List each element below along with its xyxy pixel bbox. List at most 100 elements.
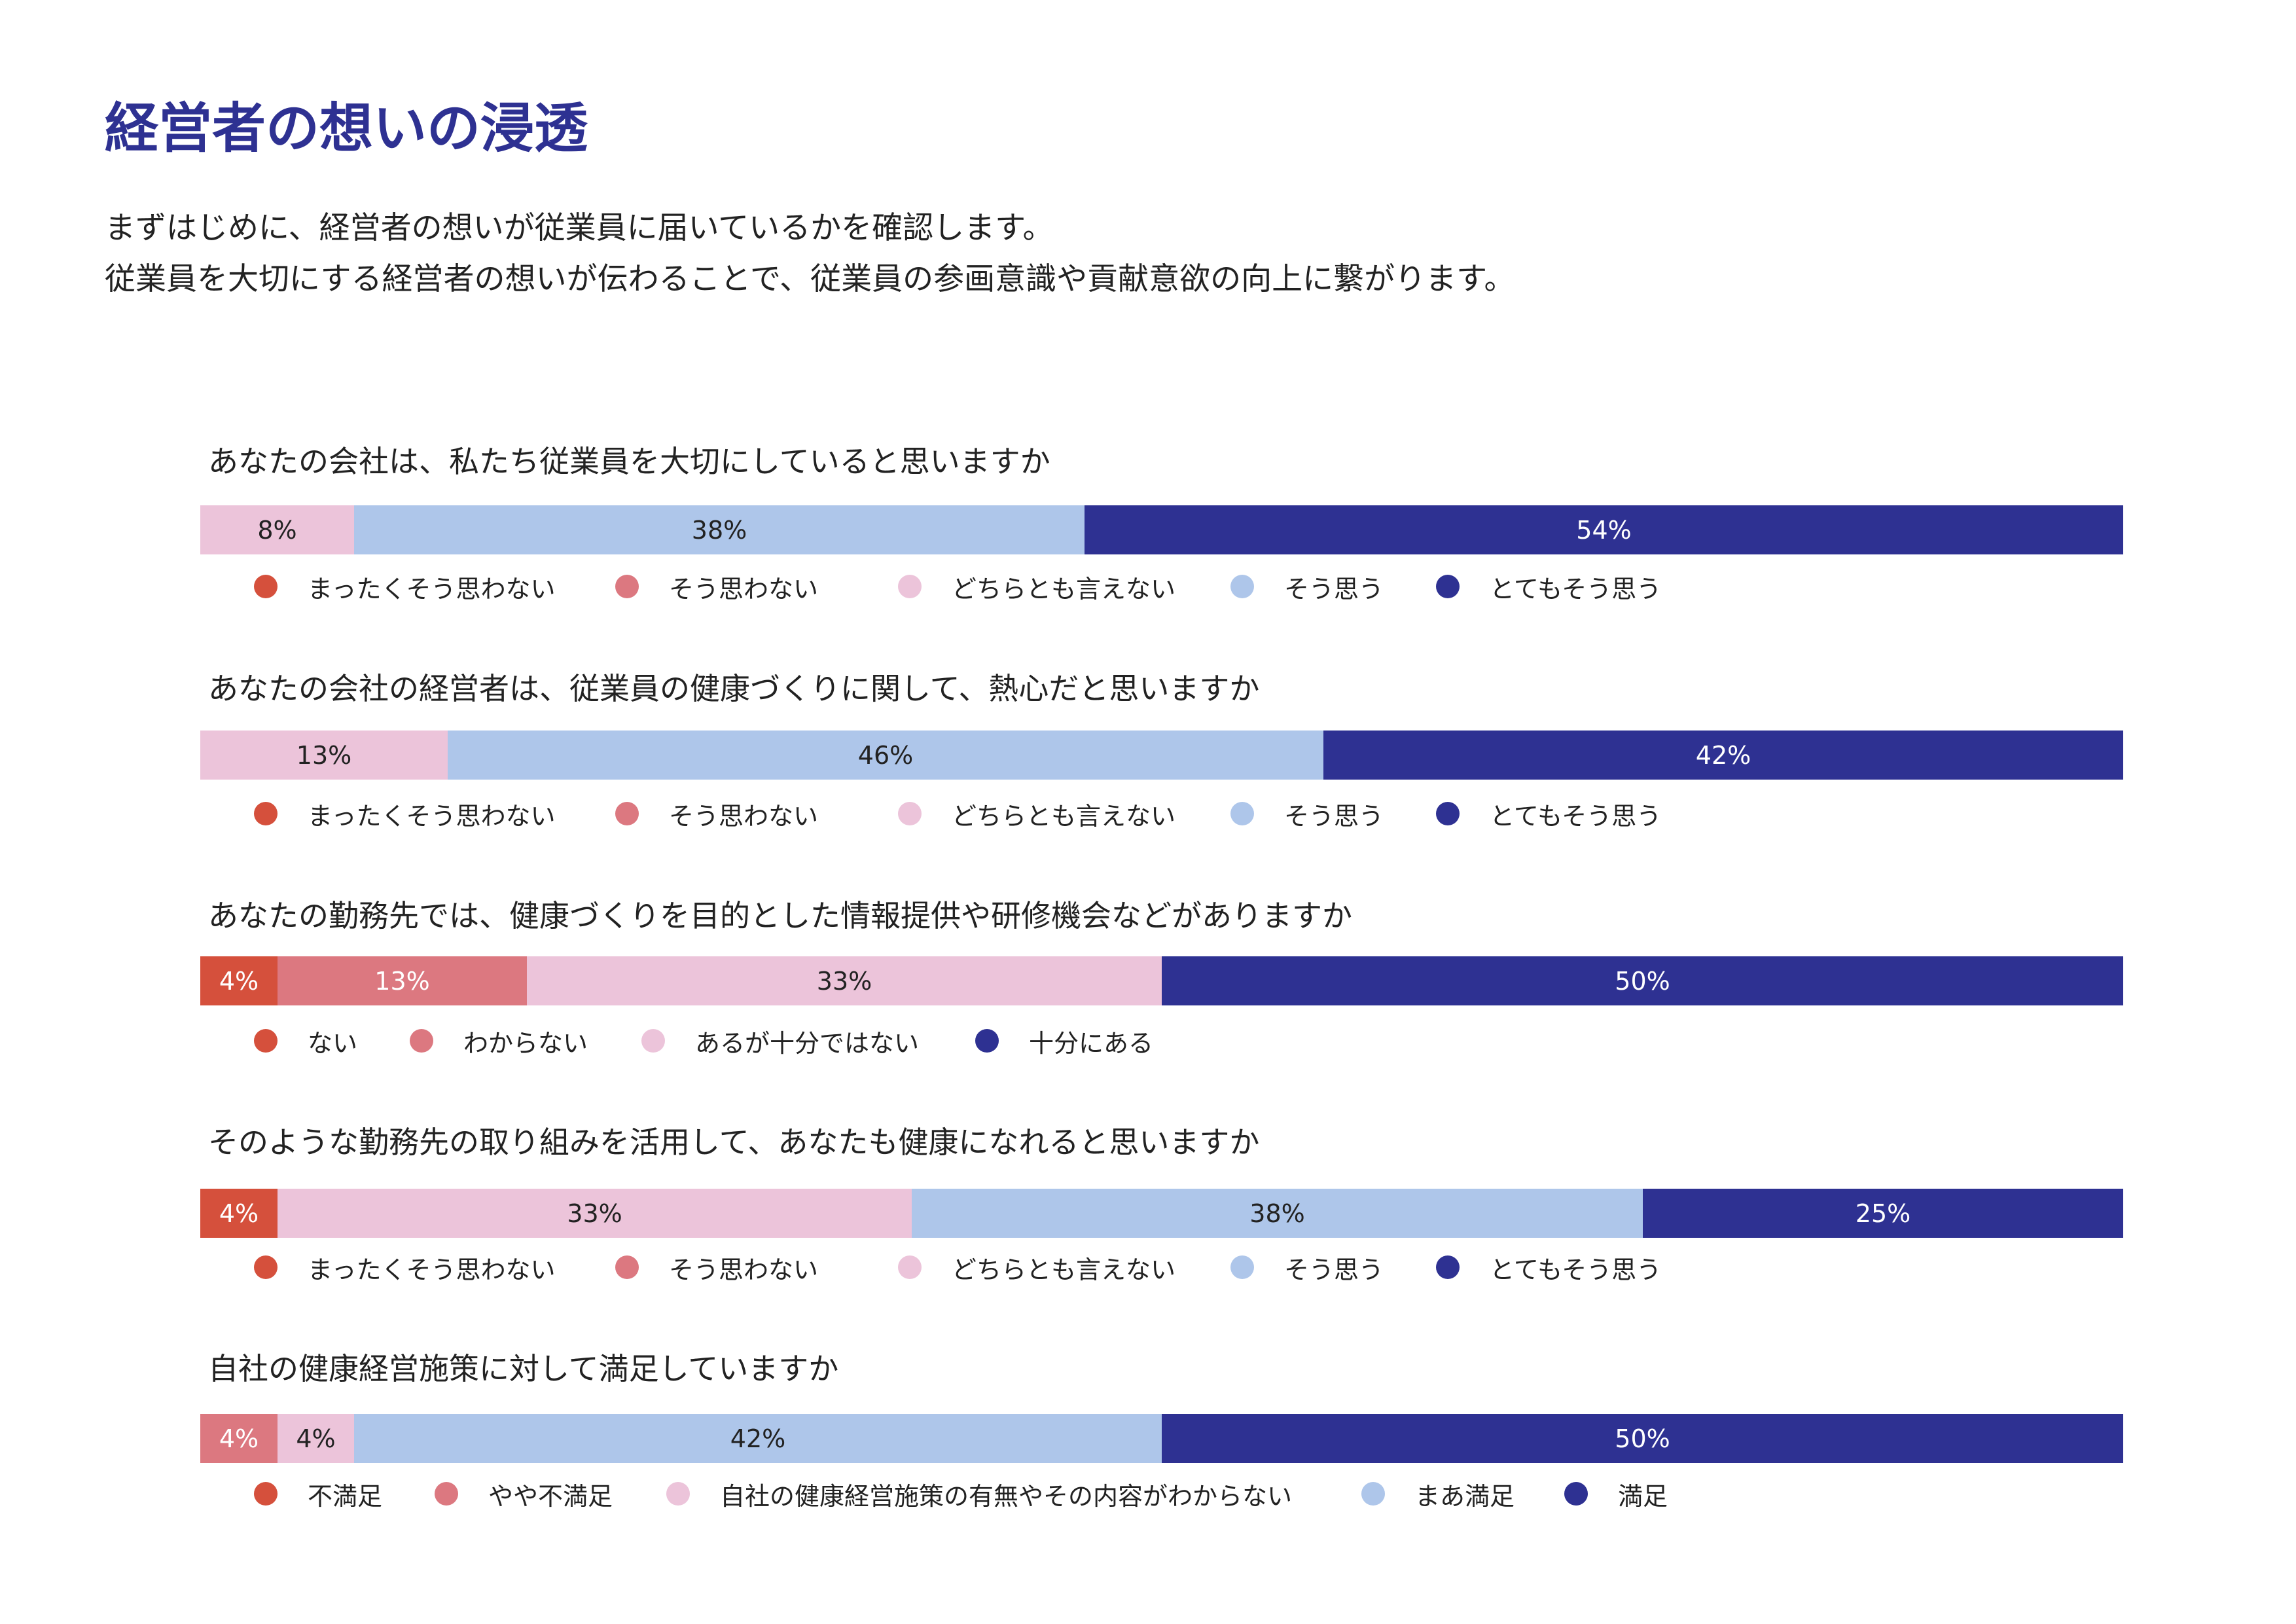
question-title-2: あなたの会社の経営者は、従業員の健康づくりに関して、熱心だと思いますか [208,671,1260,706]
bar-segment: 13% [200,731,448,780]
legend-dot-icon [435,1482,458,1506]
legend-dot-icon [254,802,278,825]
legend-label: そう思わない [669,1255,819,1284]
segment-value-label: 50% [1615,966,1670,996]
legend-dot-icon [615,1255,639,1279]
legend-item: そう思う [1230,795,1384,832]
legend-item: まあ満足 [1361,1475,1515,1512]
question-title-3: あなたの勤務先では、健康づくりを目的とした情報提供や研修機会などがありますか [208,898,1352,933]
legend-label: 十分にある [1029,1028,1154,1058]
bar-segment: 4% [200,1414,278,1463]
legend-label: わからない [463,1028,588,1058]
bar-segment: 46% [448,731,1323,780]
question-title-4: そのような勤務先の取り組みを活用して、あなたも健康になれると思いますか [208,1125,1260,1160]
legend-label: どちらとも言えない [952,1255,1176,1284]
legend-dot-icon [898,802,922,825]
legend-item: そう思う [1230,568,1384,605]
legend-dot-icon [641,1029,665,1053]
intro-line-1: まずはじめに、経営者の想いが従業員に届いているかを確認します。 [105,210,1054,246]
legend-item: とてもそう思う [1436,1249,1661,1286]
legend-dot-icon [1230,575,1254,598]
legend-item: あるが十分ではない [641,1022,919,1059]
question-title-1: あなたの会社は、私たち従業員を大切にしていると思いますか [208,444,1050,479]
stacked-bar-5: 4% 4% 42% 50% [200,1414,2123,1463]
legend-dot-icon [615,575,639,598]
legend-dot-icon [254,1482,278,1506]
legend-dot-icon [1436,802,1460,825]
legend-dot-icon [1230,1255,1254,1279]
legend-item: どちらとも言えない [898,568,1175,605]
legend-item: 不満足 [254,1475,382,1512]
legend-label: とてもそう思う [1490,801,1662,831]
legend-label: まったくそう思わない [308,1255,556,1284]
bar-segment: 38% [354,505,1085,554]
legend-label: そう思う [1284,801,1384,831]
legend-item: ない [254,1022,357,1059]
bar-segment: 38% [912,1189,1643,1238]
legend-item: まったくそう思わない [254,795,555,832]
stacked-bar-1: 8% 38% 54% [200,505,2123,554]
bar-segment: 33% [278,1189,912,1238]
bar-segment: 54% [1085,505,2123,554]
legend-item: どちらとも言えない [898,795,1175,832]
legend-dot-icon [1436,1255,1460,1279]
bar-segment: 25% [1643,1189,2123,1238]
bar-segment: 42% [1323,731,2123,780]
bar-segment: 42% [354,1414,1162,1463]
segment-value-label: 13% [296,740,352,770]
legend-item: とてもそう思う [1436,795,1661,832]
page-title: 経営者の想いの浸透 [105,98,588,160]
legend-dot-icon [254,1029,278,1053]
legend-label: 不満足 [308,1481,383,1511]
segment-value-label: 50% [1615,1424,1670,1453]
legend-item: 自社の健康経営施策の有無やその内容がわからない [666,1475,1292,1512]
legend-item: 十分にある [975,1022,1153,1059]
intro-text: まずはじめに、経営者の想いが従業員に届いているかを確認します。 従業員を大切にす… [105,203,1515,305]
legend-dot-icon [975,1029,999,1053]
segment-value-label: 25% [1855,1199,1911,1228]
legend-item: そう思わない [615,1249,818,1286]
segment-value-label: 33% [816,966,872,996]
segment-value-label: 38% [1249,1199,1305,1228]
legend-item: どちらとも言えない [898,1249,1175,1286]
bar-segment: 4% [278,1414,354,1463]
legend-label: とてもそう思う [1490,574,1662,604]
legend-dot-icon [254,575,278,598]
legend-label: 満足 [1618,1481,1668,1511]
legend-dot-icon [615,802,639,825]
segment-value-label: 8% [257,515,297,545]
legend-label: 自社の健康経営施策の有無やその内容がわからない [720,1481,1293,1511]
bar-segment: 50% [1162,1414,2123,1463]
legend-dot-icon [1361,1482,1385,1506]
legend-label: まったくそう思わない [308,574,556,604]
legend-label: あるが十分ではない [695,1028,920,1058]
segment-value-label: 4% [219,966,259,996]
bar-segment: 50% [1162,956,2123,1005]
legend-label: まあ満足 [1415,1481,1515,1511]
legend-item: とてもそう思う [1436,568,1661,605]
legend-dot-icon [898,575,922,598]
segment-value-label: 42% [1695,740,1751,770]
segment-value-label: 54% [1576,515,1632,545]
legend-dot-icon [666,1482,690,1506]
legend-label: どちらとも言えない [952,574,1176,604]
bar-segment: 8% [200,505,354,554]
segment-value-label: 13% [374,966,430,996]
legend-label: まったくそう思わない [308,801,556,831]
legend-label: やや不満足 [488,1481,613,1511]
stacked-bar-3: 4% 13% 33% 50% [200,956,2123,1005]
segment-value-label: 33% [567,1199,622,1228]
legend-label: どちらとも言えない [952,801,1176,831]
stacked-bar-4: 4% 33% 38% 25% [200,1189,2123,1238]
bar-segment: 4% [200,1189,278,1238]
legend-label: そう思わない [669,574,819,604]
intro-line-2: 従業員を大切にする経営者の想いが伝わることで、従業員の参画意識や貢献意欲の向上に… [105,261,1515,297]
bar-segment: 33% [527,956,1162,1005]
legend-dot-icon [1564,1482,1588,1506]
legend-dot-icon [410,1029,433,1053]
segment-value-label: 4% [219,1199,259,1228]
segment-value-label: 46% [857,740,914,770]
legend-item: わからない [410,1022,588,1059]
legend-item: そう思わない [615,568,818,605]
legend-dot-icon [1436,575,1460,598]
